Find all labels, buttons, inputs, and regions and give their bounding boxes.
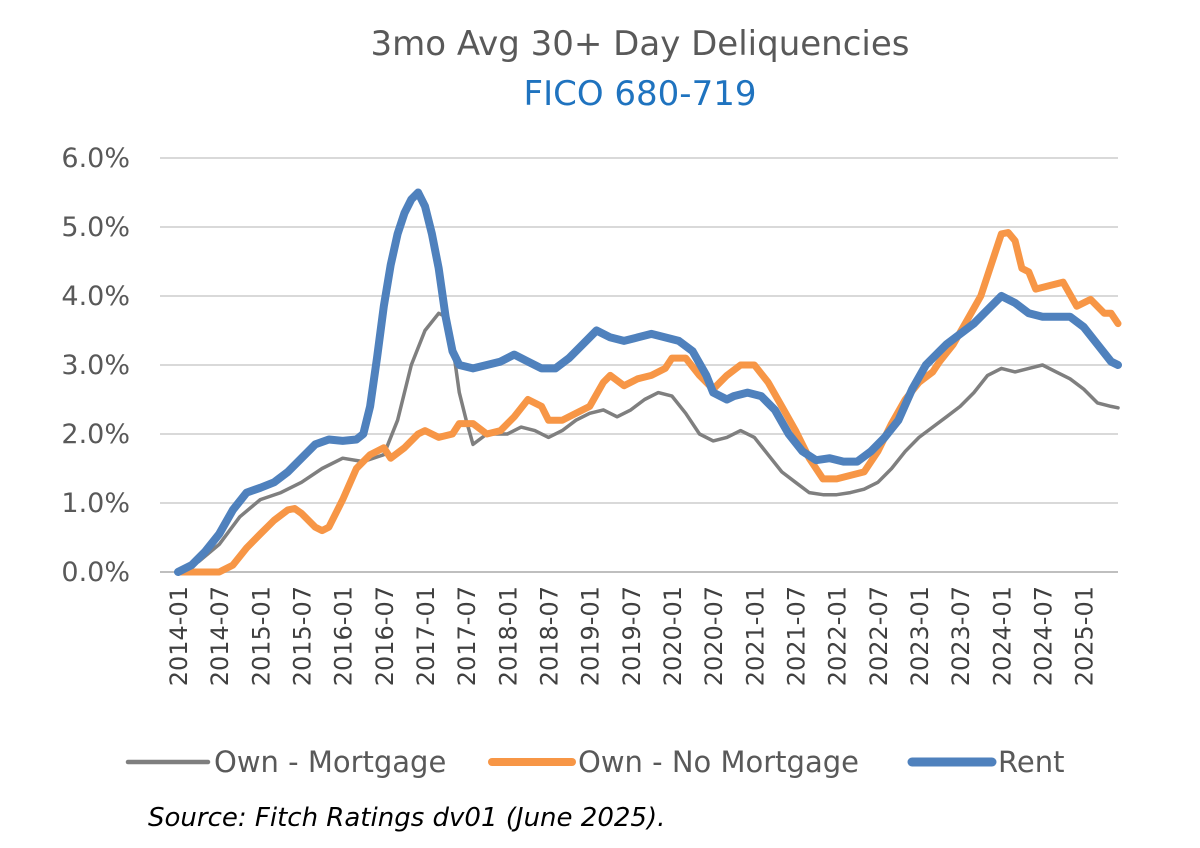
legend: Own - Mortgage Own - No Mortgage Rent	[125, 745, 1064, 779]
x-tick-label: 2017-07	[453, 586, 481, 686]
chart-subtitle: FICO 680-719	[524, 74, 757, 114]
x-tick-label: 2018-01	[494, 586, 522, 686]
y-tick-label: 2.0%	[61, 419, 130, 450]
x-tick-label: 2014-01	[165, 586, 193, 686]
y-tick-label: 0.0%	[61, 557, 130, 588]
x-tick-label: 2016-01	[330, 586, 358, 686]
x-tick-label: 2015-01	[247, 586, 275, 686]
x-tick-label: 2020-07	[700, 586, 728, 686]
x-tick-label: 2024-01	[988, 586, 1016, 686]
x-tick-label: 2021-07	[783, 586, 811, 686]
y-tick-label: 3.0%	[61, 350, 130, 381]
x-tick-label: 2020-01	[659, 586, 687, 686]
series-line-own-no-mortgage	[174, 229, 1122, 576]
x-tick-label: 2023-01	[906, 586, 934, 686]
y-axis-ticks: 0.0% 1.0% 2.0% 3.0% 4.0% 5.0% 6.0%	[61, 143, 130, 588]
legend-label: Rent	[998, 745, 1064, 779]
y-tick-label: 5.0%	[61, 212, 130, 243]
x-tick-label: 2022-07	[865, 586, 893, 686]
x-axis-ticks: 2014-01 2014-07 2015-01 2015-07 2016-01 2016-…	[165, 586, 1099, 686]
x-tick-label: 2018-07	[536, 586, 564, 686]
x-tick-label: 2014-07	[206, 586, 234, 686]
x-tick-label: 2015-07	[289, 586, 317, 686]
legend-label: Own - Mortgage	[214, 745, 446, 779]
x-tick-label: 2025-01	[1071, 586, 1099, 686]
y-tick-label: 6.0%	[61, 143, 130, 174]
y-tick-label: 4.0%	[61, 281, 130, 312]
x-tick-label: 2021-01	[741, 586, 769, 686]
x-tick-label: 2016-07	[371, 586, 399, 686]
gridlines	[160, 157, 1118, 573]
x-tick-label: 2024-07	[1030, 586, 1058, 686]
y-tick-label: 1.0%	[61, 488, 130, 519]
x-tick-label: 2019-07	[618, 586, 646, 686]
x-tick-label: 2023-07	[947, 586, 975, 686]
chart-title: 3mo Avg 30+ Day Deliquencies	[370, 24, 909, 64]
series-lines	[174, 188, 1122, 576]
x-tick-label: 2017-01	[412, 586, 440, 686]
x-tick-label: 2019-01	[577, 586, 605, 686]
source-note: Source: Fitch Ratings dv01 (June 2025).	[148, 803, 665, 833]
legend-label: Own - No Mortgage	[578, 745, 859, 779]
x-tick-label: 2022-01	[824, 586, 852, 686]
series-line-rent	[174, 188, 1122, 576]
series-line-own-mortgage	[176, 311, 1120, 574]
